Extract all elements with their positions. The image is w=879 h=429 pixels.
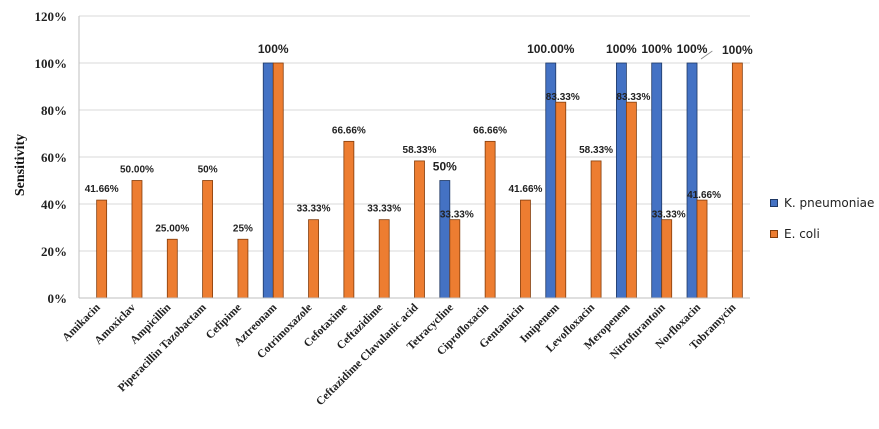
- y-tick-label: 100%: [35, 56, 68, 71]
- data-label-e-coli: 41.66%: [508, 184, 542, 195]
- y-tick-label: 120%: [35, 9, 68, 24]
- y-tick-label: 0%: [48, 291, 68, 306]
- legend-item-k-pneumoniae: K. pneumoniae: [770, 196, 874, 210]
- bar-k-pneumoniae-norfloxacin: [686, 62, 698, 299]
- bar-e-coli-amoxiclav: [131, 180, 143, 299]
- data-label-e-coli: 25%: [233, 223, 253, 234]
- legend-item-e-coli: E. coli: [770, 227, 874, 241]
- data-label-e-coli: 66.66%: [332, 125, 366, 136]
- data-label-e-coli: 50.00%: [120, 165, 154, 176]
- data-label-k-pneumoniae: 100.00%: [527, 42, 575, 56]
- data-label-e-coli: 50%: [198, 165, 218, 176]
- data-label-e-coli: 33.33%: [367, 204, 401, 215]
- bar-e-coli-aztreonam: [272, 62, 284, 299]
- bar-e-coli-levofloxacin: [590, 160, 602, 299]
- y-tick-label: 20%: [41, 244, 67, 259]
- data-label-e-coli: 33.33%: [652, 210, 686, 221]
- data-label-e-coli: 25.00%: [155, 223, 189, 234]
- data-label-e-coli: 33.33%: [440, 210, 474, 221]
- axes: [78, 16, 750, 299]
- data-label-k-pneumoniae: 100%: [606, 42, 637, 56]
- bar-e-coli-tobramycin: [731, 62, 743, 299]
- bar-k-pneumoniae-tetracycline: [439, 180, 451, 299]
- bar-e-coli-piperacillin-tazobactam: [202, 180, 214, 299]
- legend-label-k-pneumoniae: K. pneumoniae: [784, 196, 875, 210]
- gridlines: [79, 15, 750, 252]
- data-label-k-pneumoniae: 50%: [433, 160, 457, 174]
- y-tick-label: 40%: [41, 197, 67, 212]
- data-label-e-coli: 41.66%: [687, 190, 721, 201]
- data-label-k-pneumoniae: 100%: [641, 42, 672, 56]
- y-axis-label: Sensitivity: [13, 134, 28, 196]
- bar-e-coli-ciprofloxacin: [484, 140, 496, 299]
- bar-e-coli-tetracycline: [449, 219, 461, 299]
- legend-label-e-coli: E. coli: [784, 227, 820, 241]
- bar-e-coli-ceftazidime: [378, 219, 390, 299]
- data-label-e-coli: 66.66%: [473, 125, 507, 136]
- bar-k-pneumoniae-aztreonam: [262, 62, 274, 299]
- bar-e-coli-meropenem: [625, 101, 637, 299]
- bar-e-coli-imipenem: [555, 101, 567, 299]
- y-tick-label: 60%: [41, 150, 67, 165]
- bar-e-coli-cefipime: [237, 238, 249, 299]
- bar-e-coli-ceftazidime-clavulanic-acid: [414, 160, 425, 299]
- data-label-k-pneumoniae: 100%: [258, 42, 289, 56]
- data-label-e-coli: 33.33%: [297, 204, 331, 215]
- bar-k-pneumoniae-nitrofurantoin: [651, 62, 663, 299]
- label-leader-line: [700, 50, 713, 60]
- bar-e-coli-amikacin: [96, 199, 108, 299]
- bar-e-coli-ampicillin: [166, 238, 178, 299]
- data-labels: 41.66%50.00%25.00%50%25%100%33.33%66.66%…: [85, 42, 753, 234]
- data-label-e-coli: 41.66%: [85, 184, 119, 195]
- bar-e-coli-norfloxacin: [696, 199, 708, 299]
- legend: K. pneumoniae E. coli: [770, 196, 874, 258]
- data-label-e-coli: 83.33%: [616, 92, 650, 103]
- data-label-e-coli: 83.33%: [546, 92, 580, 103]
- data-label-e-coli: 58.33%: [403, 145, 437, 156]
- data-label-k-pneumoniae: 100%: [677, 42, 708, 56]
- bar-e-coli-nitrofurantoin: [661, 219, 673, 299]
- legend-swatch-k-pneumoniae: [770, 199, 778, 207]
- bar-e-coli-cotrimoxazole: [308, 219, 319, 299]
- data-label-e-coli: 100%: [722, 43, 753, 57]
- category-labels: AmikacinAmoxiclavAmpicillinPiperacillin …: [60, 301, 738, 408]
- y-tick-labels: 0% 20% 40% 60% 80% 100% 120%: [35, 9, 68, 306]
- y-tick-label: 80%: [41, 103, 67, 118]
- data-label-e-coli: 58.33%: [579, 145, 613, 156]
- legend-swatch-e-coli: [770, 230, 778, 238]
- bar-e-coli-cefotaxime: [343, 140, 355, 299]
- bar-e-coli-gentamicin: [520, 199, 531, 299]
